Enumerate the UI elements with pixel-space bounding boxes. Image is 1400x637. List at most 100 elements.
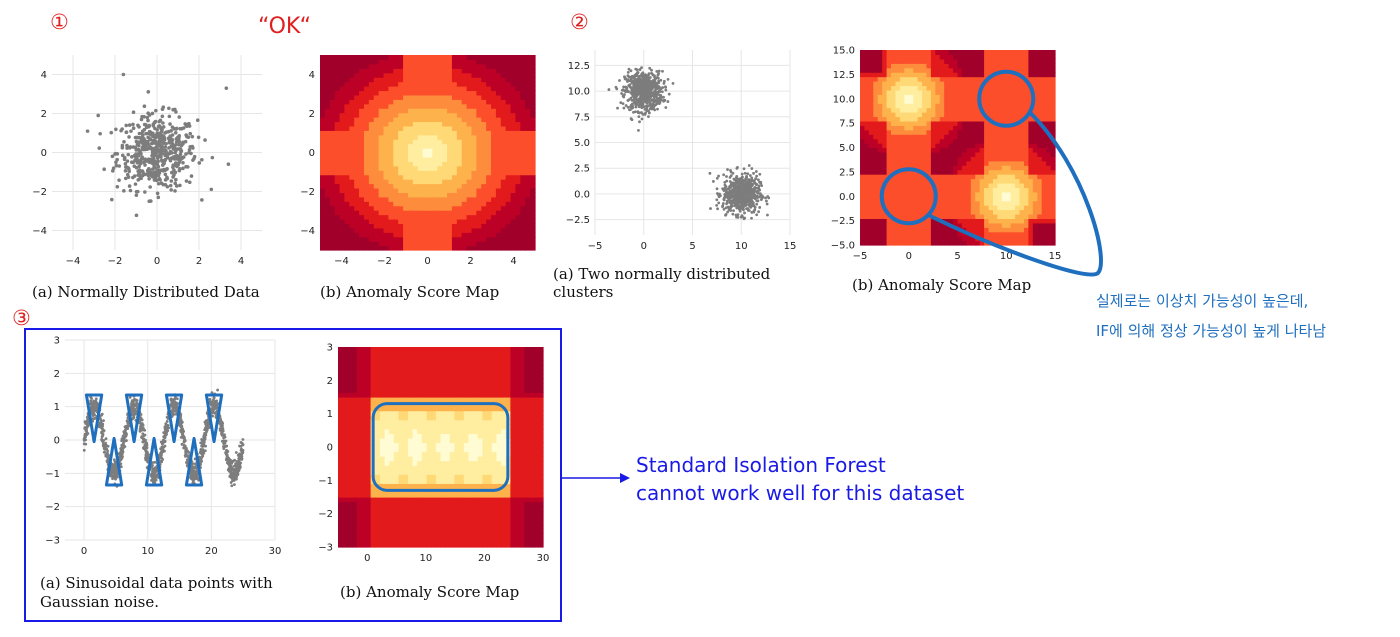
data-point	[638, 79, 642, 83]
heat-cell	[930, 213, 936, 220]
heat-cell	[957, 151, 963, 157]
heat-cell	[877, 182, 883, 188]
data-point	[149, 132, 153, 136]
heat-cell	[953, 231, 959, 237]
data-point	[161, 168, 165, 173]
heat-cell	[917, 134, 923, 140]
heat-cell	[515, 134, 521, 140]
heat-cell	[935, 116, 941, 122]
heat-cell	[349, 108, 355, 114]
heat-cell	[510, 143, 517, 149]
heat-cell	[344, 205, 350, 211]
heat-cell	[895, 213, 901, 220]
heat-cell	[860, 236, 866, 242]
data-point	[621, 102, 625, 106]
heat-cell	[957, 76, 963, 82]
heat-cell	[957, 165, 963, 171]
heat-cell	[412, 72, 419, 78]
data-point	[641, 76, 645, 80]
heat-cell	[935, 236, 941, 242]
heat-cell	[908, 147, 914, 153]
data-point	[192, 156, 196, 161]
heat-cell	[500, 183, 507, 189]
data-point	[158, 125, 163, 129]
heat-cell	[320, 165, 326, 171]
heat-cell	[500, 103, 507, 109]
heat-cell	[970, 178, 976, 184]
heat-cell	[935, 129, 941, 135]
heat-cell	[422, 139, 429, 145]
heat-cell	[324, 196, 331, 202]
heat-cell	[329, 192, 336, 198]
heat-cell	[466, 112, 473, 118]
heat-cell	[935, 54, 941, 60]
heat-cell	[515, 90, 521, 96]
heat-cell	[935, 98, 941, 104]
heat-cell	[442, 139, 448, 145]
heat-cell	[383, 108, 390, 114]
heat-cell	[864, 138, 870, 144]
heat-cell	[339, 241, 346, 247]
heat-cell	[864, 134, 870, 140]
heat-cell	[476, 170, 482, 176]
heat-cell	[339, 148, 346, 154]
y-tick-label: 2	[309, 109, 315, 120]
heat-cell	[383, 152, 390, 158]
data-point	[171, 165, 175, 170]
heat-cell	[451, 108, 458, 114]
heat-cell	[895, 72, 901, 78]
heat-cell	[383, 170, 390, 176]
heat-cell	[904, 138, 910, 144]
heat-cell	[886, 72, 892, 78]
heat-cell	[525, 174, 531, 180]
data-point	[163, 178, 168, 182]
data-point	[746, 190, 749, 193]
heat-cell	[344, 55, 350, 61]
heat-cell	[882, 129, 888, 135]
heat-cell	[904, 196, 910, 202]
heat-cell	[422, 81, 429, 87]
heat-cell	[368, 77, 375, 83]
heat-cell	[930, 231, 936, 237]
heat-cell	[868, 187, 874, 193]
heat-cell	[922, 160, 928, 166]
heat-cell	[895, 205, 901, 211]
heat-cell	[500, 112, 507, 118]
heat-cell	[899, 196, 905, 202]
heat-cell	[505, 139, 512, 145]
heat-cell	[422, 77, 429, 83]
heat-cell	[349, 94, 355, 100]
heat-cell	[891, 160, 897, 166]
heat-cell	[495, 170, 502, 176]
heat-cell	[456, 165, 463, 171]
heat-cell	[966, 169, 972, 175]
heat-cell	[412, 63, 419, 69]
data-point	[748, 185, 752, 189]
heat-cell	[334, 241, 341, 247]
heat-cell	[383, 55, 390, 61]
heat-cell	[970, 160, 976, 166]
heat-cell	[957, 174, 963, 180]
heat-cell	[442, 94, 448, 100]
heat-cell	[505, 81, 512, 87]
heat-cell	[442, 236, 448, 242]
heat-cell	[368, 245, 375, 251]
heat-cell	[922, 209, 928, 215]
heat-cell	[442, 130, 448, 136]
heat-cell	[393, 94, 399, 100]
heat-cell	[520, 139, 526, 145]
heat-cell	[860, 103, 866, 109]
heat-cell	[471, 108, 477, 114]
heat-cell	[407, 148, 414, 154]
heat-cell	[344, 108, 350, 114]
heat-cell	[530, 77, 536, 83]
heat-cell	[873, 138, 879, 144]
heat-cell	[412, 121, 419, 127]
heat-cell	[349, 187, 355, 193]
data-point	[173, 170, 178, 175]
heat-cell	[432, 152, 438, 158]
heat-cell	[427, 232, 433, 238]
heat-cell	[417, 179, 424, 185]
heat-cell	[891, 227, 897, 233]
heat-cell	[451, 174, 458, 180]
